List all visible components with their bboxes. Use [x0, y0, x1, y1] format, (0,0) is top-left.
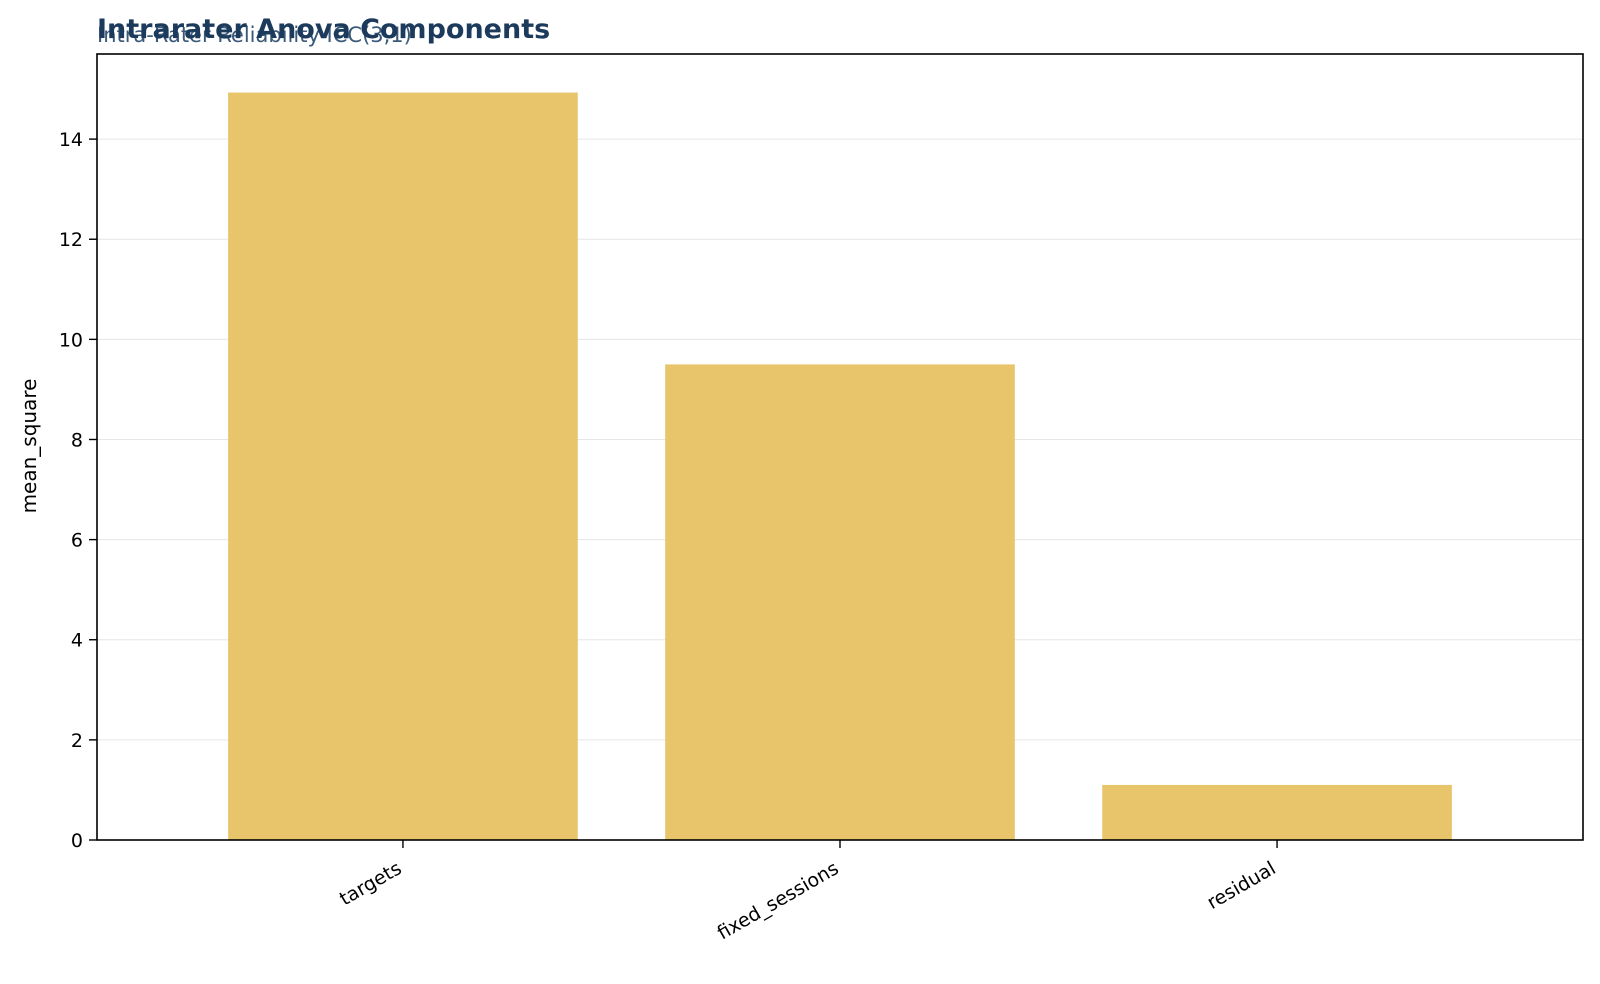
bar-residual [1102, 784, 1452, 840]
y-tick-label-1: 2 [71, 730, 83, 752]
bars [228, 92, 1452, 840]
y-tick-label-0: 0 [71, 830, 83, 852]
y-tick-label-4: 8 [71, 429, 83, 451]
chart-title: Intrarater Anova Components [97, 14, 550, 45]
chart-subtitle: Intra-Rater Reliability ICC(3,1) [97, 23, 412, 47]
x-tick-label-residual: residual [1203, 857, 1279, 914]
y-axis-label: mean_square [17, 379, 41, 514]
y-tick-label-7: 14 [59, 129, 83, 151]
x-tick-label-fixed_sessions: fixed_sessions [714, 857, 843, 944]
y-tick-label-6: 12 [59, 229, 83, 251]
bar-targets [228, 92, 578, 840]
y-tick-label-5: 10 [59, 329, 83, 351]
x-tick-label-targets: targets [336, 857, 406, 910]
y-tick-label-3: 6 [71, 530, 83, 552]
y-tick-label-2: 4 [71, 630, 83, 652]
bar-fixed_sessions [665, 364, 1015, 840]
